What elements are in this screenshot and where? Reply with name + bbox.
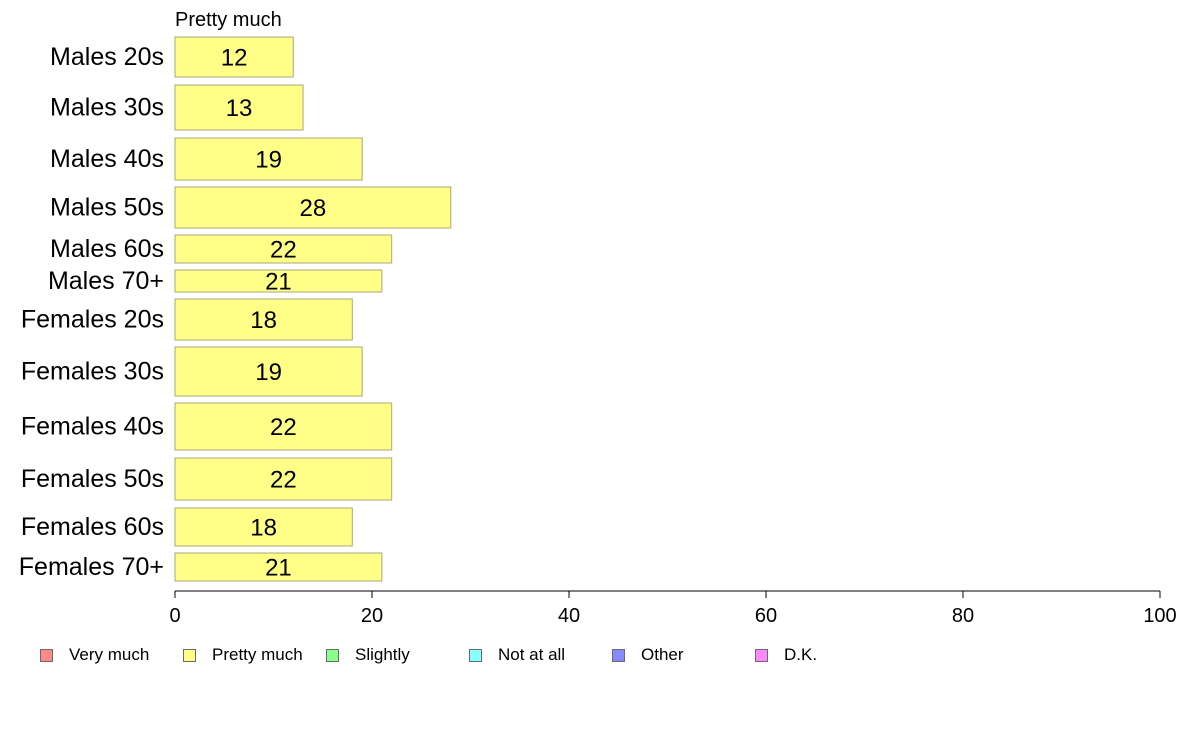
category-label: Females 60s: [21, 513, 164, 541]
category-label: Females 40s: [21, 413, 164, 441]
bar-value-label: 21: [265, 555, 292, 582]
x-tick-label: 100: [1143, 605, 1176, 627]
category-label: Females 30s: [21, 358, 164, 386]
legend-swatch: [326, 648, 339, 662]
x-axis: 0 20 40 60 80 100: [169, 590, 1177, 627]
legend-item: Pretty much: [183, 644, 303, 666]
bar: [174, 457, 393, 501]
bar: [174, 402, 393, 451]
bar-value-label: 28: [300, 195, 327, 222]
category-label: Males 40s: [50, 145, 164, 173]
legend-item: Very much: [40, 644, 149, 666]
bar-value-label: 18: [250, 515, 277, 542]
legend-item: Slightly: [326, 644, 410, 666]
bar: [174, 137, 363, 181]
bar-value-label: 19: [255, 147, 282, 174]
category-label: Males 50s: [50, 194, 164, 222]
bar: [174, 269, 383, 293]
category-label: Females 70+: [19, 553, 164, 581]
bar-value-label: 21: [265, 269, 292, 296]
bar-value-label: 12: [221, 45, 248, 72]
legend-item: D.K.: [755, 644, 817, 666]
x-tick-label: 20: [361, 605, 383, 627]
legend-swatch: [612, 648, 625, 662]
bar: [174, 507, 353, 547]
bar-value-label: 22: [270, 414, 297, 441]
legend-label: Pretty much: [212, 645, 303, 664]
bar: [174, 186, 452, 229]
legend-swatch: [469, 648, 482, 662]
category-label: Females 50s: [21, 465, 164, 493]
legend-swatch: [755, 648, 768, 662]
bar: [174, 552, 383, 582]
x-tick-label: 60: [755, 605, 777, 627]
category-label: Males 60s: [50, 235, 164, 263]
bar: [174, 346, 363, 397]
category-label: Males 20s: [50, 43, 164, 71]
bar: [174, 36, 294, 78]
category-label: Females 20s: [21, 306, 164, 334]
bars-group: Males 20s 12 Males 30s 13 Males 40s 19 Males 5…: [19, 36, 452, 582]
legend-label: D.K.: [784, 645, 818, 664]
legend: Very much Pretty much Slightly Not at all Ot…: [0, 644, 1188, 668]
chart-title: Pretty much: [175, 9, 282, 31]
bar: [174, 84, 304, 131]
legend-swatch: [40, 648, 53, 662]
x-tick-label: 0: [169, 605, 180, 627]
category-label: Males 70+: [48, 267, 164, 295]
bar-value-label: 13: [226, 95, 253, 122]
category-label: Males 30s: [50, 94, 164, 122]
legend-label: Slightly: [355, 645, 410, 664]
legend-item: Other: [612, 644, 684, 666]
bar-value-label: 18: [250, 307, 277, 334]
legend-swatch: [183, 648, 196, 662]
bar-value-label: 22: [270, 237, 297, 264]
legend-label: Not at all: [498, 645, 566, 664]
bar-value-label: 22: [270, 467, 297, 494]
bar: [174, 298, 353, 341]
bar: [174, 234, 393, 264]
bar-value-label: 19: [255, 359, 282, 386]
x-tick-label: 80: [952, 605, 974, 627]
legend-label: Other: [641, 645, 684, 664]
legend-item: Not at all: [469, 644, 565, 666]
legend-label: Very much: [69, 645, 150, 664]
x-tick-label: 40: [558, 605, 580, 627]
